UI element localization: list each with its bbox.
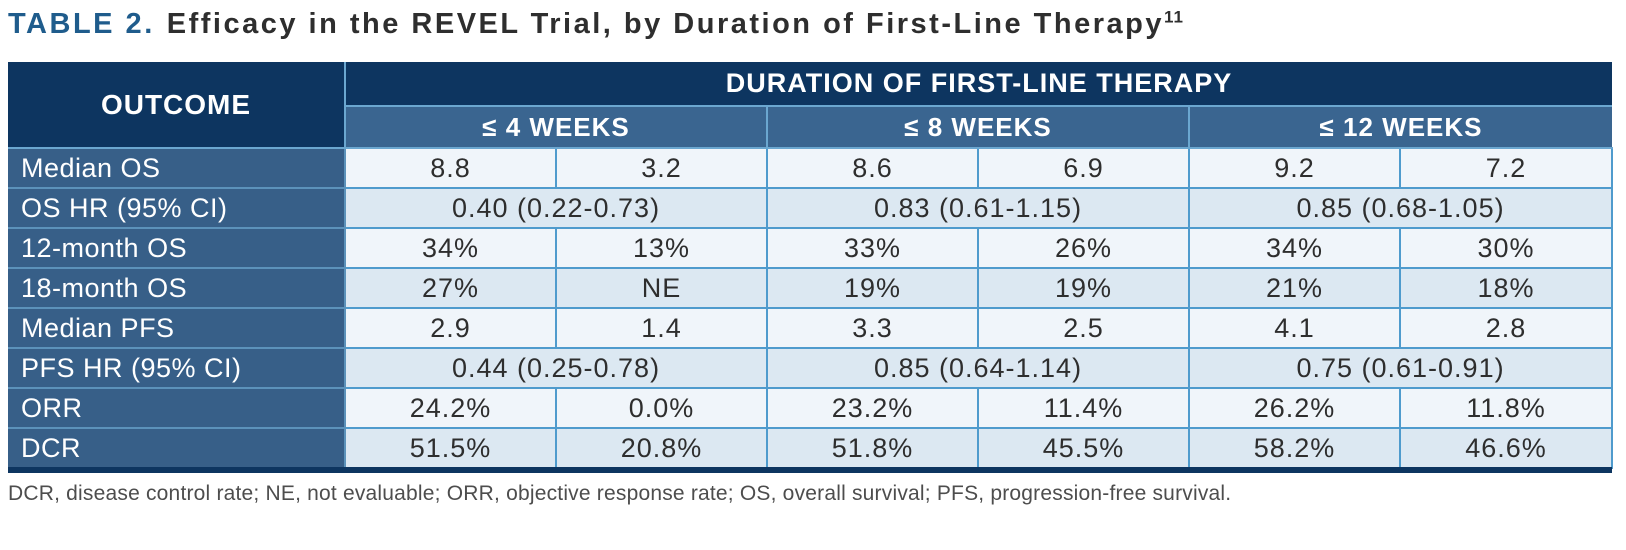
duration-span-header: DURATION OF FIRST-LINE THERAPY [343,62,1613,107]
value-cell: 0.85 (0.64-1.14) [766,347,1190,389]
value-cell: 46.6% [1398,427,1614,469]
value-cell: 51.5% [344,427,557,469]
value-cell: 0.83 (0.61-1.15) [766,187,1190,229]
value-cell: 26% [977,227,1190,269]
row-label: ORR [8,387,346,429]
table-title-text: Efficacy in the REVEL Trial, by Duration… [166,8,1164,40]
row-label: 12-month OS [8,227,346,269]
value-cell: 11.4% [977,387,1190,429]
value-cell: 8.6 [766,147,979,189]
value-cell: 3.2 [555,147,768,189]
value-cell: 3.3 [766,307,979,349]
value-cell: NE [555,267,768,309]
value-cell: 11.8% [1398,387,1614,429]
value-cell: 19% [766,267,979,309]
row-label: Median OS [8,147,346,189]
value-cell: 0.85 (0.68-1.05) [1187,187,1614,229]
value-cell: 0.0% [555,387,768,429]
value-cell: 34% [1188,227,1401,269]
value-cell: 26.2% [1188,387,1401,429]
value-cell: 2.9 [344,307,557,349]
table-row: Median OS 8.8 3.2 8.6 6.9 9.2 7.2 [8,147,1614,189]
table-row: PFS HR (95% CI) 0.44 (0.25-0.78) 0.85 (0.6… [8,347,1614,389]
value-cell: 0.40 (0.22-0.73) [344,187,768,229]
table-title-prefix: TABLE 2. [8,8,155,40]
value-cell: 0.44 (0.25-0.78) [344,347,768,389]
value-cell: 19% [977,267,1190,309]
row-label: Median PFS [8,307,346,349]
value-cell: 51.8% [766,427,979,469]
row-label: 18-month OS [8,267,346,309]
table-row: OS HR (95% CI) 0.40 (0.22-0.73) 0.83 (0.61… [8,187,1614,229]
value-cell: 33% [766,227,979,269]
table-title: TABLE 2. Efficacy in the REVEL Trial, by … [8,8,1184,41]
value-cell: 45.5% [977,427,1190,469]
value-cell: 4.1 [1188,307,1401,349]
value-cell: 21% [1188,267,1401,309]
value-cell: 27% [344,267,557,309]
value-cell: 23.2% [766,387,979,429]
value-cell: 20.8% [555,427,768,469]
row-label: DCR [8,427,346,469]
group-header-8-weeks: ≤ 8 WEEKS [766,105,1190,149]
citation-superscript: 11 [1163,7,1184,27]
group-header-4-weeks: ≤ 4 WEEKS [344,105,768,149]
table-body: Median OS 8.8 3.2 8.6 6.9 9.2 7.2 OS HR (95% CI… [8,147,1614,469]
value-cell: 2.8 [1398,307,1614,349]
group-header-12-weeks: ≤ 12 WEEKS [1187,105,1613,149]
table-bottom-border [8,467,1612,473]
row-label: PFS HR (95% CI) [8,347,346,389]
value-cell: 18% [1398,267,1614,309]
value-cell: 6.9 [977,147,1190,189]
table-row: 12-month OS 34% 13% 33% 26% 34% 30% [8,227,1614,269]
value-cell: 34% [344,227,557,269]
value-cell: 7.2 [1398,147,1614,189]
value-cell: 13% [555,227,768,269]
value-cell: 8.8 [344,147,557,189]
value-cell: 1.4 [555,307,768,349]
efficacy-table-container: OUTCOME DURATION OF FIRST-LINE THERAPY ≤… [8,62,1614,473]
value-cell: 30% [1398,227,1614,269]
value-cell: 2.5 [977,307,1190,349]
row-label: OS HR (95% CI) [8,187,346,229]
efficacy-table: OUTCOME DURATION OF FIRST-LINE THERAPY ≤… [8,62,1614,469]
table-row: 18-month OS 27% NE 19% 19% 21% 18% [8,267,1614,309]
footnote: DCR, disease control rate; NE, not evalu… [8,482,1232,505]
value-cell: 58.2% [1188,427,1401,469]
value-cell: 0.75 (0.61-0.91) [1187,347,1614,389]
value-cell: 24.2% [344,387,557,429]
value-cell: 9.2 [1188,147,1401,189]
table-row: DCR 51.5% 20.8% 51.8% 45.5% 58.2% 46.6% [8,427,1614,469]
table-row: Median PFS 2.9 1.4 3.3 2.5 4.1 2.8 [8,307,1614,349]
outcome-column-header: OUTCOME [8,62,346,149]
table-row: ORR 24.2% 0.0% 23.2% 11.4% 26.2% 11.8% [8,387,1614,429]
